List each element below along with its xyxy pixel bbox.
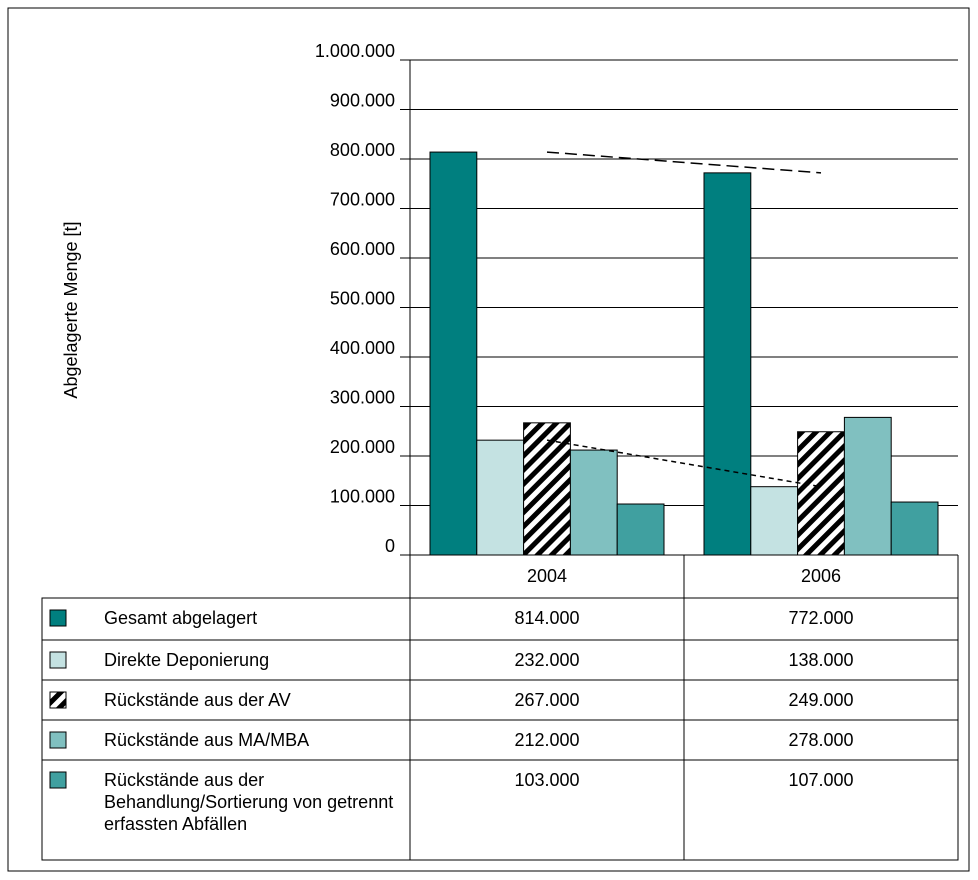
table-value: 249.000 bbox=[788, 690, 853, 710]
bar bbox=[797, 431, 845, 556]
legend-swatch bbox=[49, 691, 67, 709]
legend-label: Gesamt abgelagert bbox=[104, 608, 258, 628]
bar bbox=[843, 416, 892, 556]
table-value: 212.000 bbox=[514, 730, 579, 750]
bar bbox=[476, 439, 525, 556]
trend-line bbox=[546, 439, 822, 488]
table-value: 107.000 bbox=[788, 770, 853, 790]
legend-swatch bbox=[49, 651, 67, 669]
y-tick-label: 800.000 bbox=[330, 140, 395, 160]
y-tick-label: 0 bbox=[385, 536, 395, 556]
y-axis-label: Abgelagerte Menge [t] bbox=[61, 221, 81, 398]
legend-label: Rückstände aus der AV bbox=[104, 690, 291, 710]
y-tick-label: 600.000 bbox=[330, 239, 395, 259]
y-tick-label: 300.000 bbox=[330, 387, 395, 407]
table-value: 772.000 bbox=[788, 608, 853, 628]
bar bbox=[890, 501, 939, 556]
y-tick-label: 1.000.000 bbox=[315, 41, 395, 61]
bar bbox=[569, 449, 618, 556]
legend-swatch bbox=[49, 731, 67, 749]
bar bbox=[750, 486, 799, 556]
bar bbox=[429, 151, 478, 556]
legend-swatch bbox=[49, 609, 67, 627]
y-tick-label: 700.000 bbox=[330, 189, 395, 209]
table-value: 103.000 bbox=[514, 770, 579, 790]
legend-label: Rückstände aus der Behandlung/Sortierung… bbox=[104, 770, 394, 834]
table-value: 267.000 bbox=[514, 690, 579, 710]
table-value: 814.000 bbox=[514, 608, 579, 628]
y-tick-label: 900.000 bbox=[330, 90, 395, 110]
x-tick-label: 2004 bbox=[527, 566, 567, 586]
table-frame bbox=[41, 597, 959, 861]
bar bbox=[616, 503, 665, 556]
bar bbox=[703, 172, 752, 556]
legend-label: Direkte Deponierung bbox=[104, 650, 270, 670]
legend-label: Rückstände aus MA/MBA bbox=[104, 730, 310, 750]
y-tick-label: 100.000 bbox=[330, 486, 395, 506]
y-tick-label: 200.000 bbox=[330, 437, 395, 457]
bar bbox=[523, 422, 571, 556]
legend-swatch bbox=[49, 771, 67, 789]
y-tick-label: 400.000 bbox=[330, 338, 395, 358]
x-tick-label: 2006 bbox=[801, 566, 841, 586]
table-value: 138.000 bbox=[788, 650, 853, 670]
table-value: 278.000 bbox=[788, 730, 853, 750]
y-tick-label: 500.000 bbox=[330, 288, 395, 308]
table-value: 232.000 bbox=[514, 650, 579, 670]
frame bbox=[7, 7, 970, 872]
trend-line bbox=[546, 151, 822, 174]
